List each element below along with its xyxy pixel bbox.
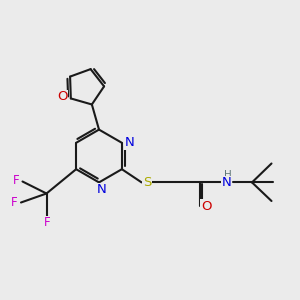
Text: F: F — [44, 216, 50, 230]
Text: F: F — [13, 173, 20, 187]
Text: S: S — [143, 176, 151, 189]
Text: H: H — [224, 169, 231, 180]
Text: N: N — [97, 183, 107, 196]
Text: F: F — [11, 196, 18, 209]
Text: O: O — [57, 91, 68, 103]
Text: N: N — [124, 136, 134, 149]
Text: O: O — [201, 200, 211, 213]
Text: N: N — [222, 176, 231, 190]
